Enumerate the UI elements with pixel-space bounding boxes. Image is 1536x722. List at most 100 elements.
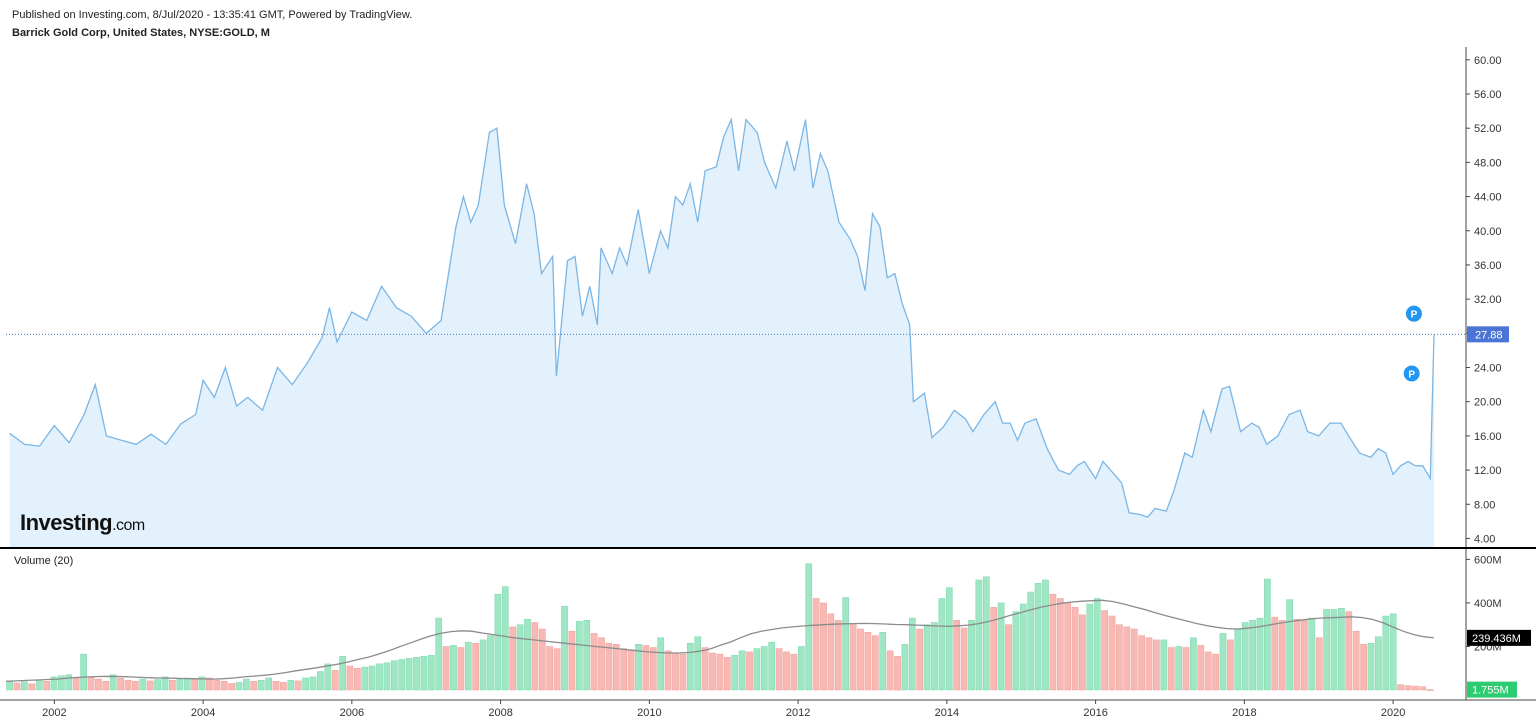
volume-bar: [102, 681, 110, 691]
volume-bar: [605, 642, 613, 691]
volume-bar: [132, 681, 139, 691]
last-volume-tag: [1467, 681, 1517, 698]
volume-bar: [649, 647, 657, 691]
volume-bar: [1256, 617, 1264, 691]
volume-bar: [376, 663, 383, 691]
volume-bar: [1234, 628, 1242, 691]
volume-bar: [1049, 593, 1057, 691]
volume-bar: [1212, 653, 1219, 691]
volume-bar: [686, 642, 694, 691]
volume-bar: [1293, 618, 1301, 691]
volume-bar: [635, 644, 642, 691]
volume-bar: [243, 678, 250, 691]
volume-bar: [154, 679, 161, 691]
volume-bar: [280, 682, 287, 691]
volume-bar: [176, 678, 184, 691]
volume-bar: [21, 681, 28, 691]
volume-ma-line: [5, 599, 1435, 682]
x-tick-label: 2006: [340, 707, 364, 719]
volume-bar: [1315, 637, 1323, 691]
volume-bar: [427, 654, 435, 691]
last-volume-label: 1.755M: [1472, 685, 1509, 697]
volume-bar: [790, 653, 798, 691]
volume-bar: [1167, 647, 1175, 691]
volume-bar: [420, 656, 428, 691]
event-marker-2: [1405, 305, 1422, 322]
volume-title: Volume (20): [14, 555, 74, 567]
volume-bar: [1426, 689, 1434, 691]
volume-bar: [1249, 620, 1256, 691]
volume-bar: [183, 677, 191, 691]
volume-bar: [968, 620, 975, 691]
volume-bar: [834, 620, 842, 691]
volume-bar: [879, 632, 887, 691]
volume-bar: [65, 674, 73, 691]
volume-bar: [627, 649, 635, 691]
price-tick-label: 32.00: [1474, 294, 1502, 306]
volume-bar: [1241, 622, 1249, 691]
volume-bar: [257, 679, 265, 691]
volume-bar: [169, 679, 176, 691]
volume-bar: [871, 635, 879, 691]
volume-ma-label: 239.436M: [1472, 633, 1521, 645]
volume-bar: [1160, 639, 1168, 691]
volume-bar: [6, 681, 13, 691]
volume-bar: [302, 677, 309, 691]
volume-bar: [783, 651, 790, 691]
volume-bar: [1338, 608, 1345, 691]
volume-bar: [997, 602, 1005, 691]
volume-bar: [679, 653, 687, 691]
volume-bar: [413, 657, 420, 691]
volume-bar: [516, 624, 524, 691]
volume-bar: [1153, 639, 1160, 691]
volume-bar: [709, 652, 716, 691]
volume-bar: [1056, 598, 1064, 691]
volume-bar: [1071, 607, 1079, 691]
x-tick-label: 2002: [42, 707, 66, 719]
volume-tick-label: 400M: [1474, 598, 1502, 610]
volume-bar: [1093, 598, 1101, 691]
volume-bar: [13, 682, 21, 691]
volume-bar: [1145, 637, 1153, 691]
volume-bar: [731, 654, 739, 691]
volume-bar: [331, 670, 339, 691]
volume-bar: [598, 637, 605, 691]
volume-bar: [1404, 685, 1412, 691]
volume-bar: [450, 645, 457, 691]
volume-bar: [309, 676, 317, 691]
volume-bar: [849, 624, 857, 691]
volume-bar: [1005, 624, 1012, 691]
volume-bar: [28, 683, 36, 691]
volume-bar: [1034, 583, 1042, 691]
volume-bar: [1397, 684, 1404, 691]
volume-bar: [294, 680, 302, 691]
volume-bar: [405, 658, 413, 691]
volume-bar: [1042, 579, 1049, 691]
volume-bar: [117, 677, 124, 691]
volume-bar: [723, 657, 731, 691]
volume-bar: [501, 586, 509, 691]
volume-bar: [35, 679, 43, 691]
volume-bar: [797, 646, 805, 691]
volume-bar: [213, 679, 221, 691]
volume-bar: [1278, 620, 1286, 691]
volume-bar: [982, 576, 990, 691]
volume-bar: [1116, 624, 1123, 691]
price-pane: 4.008.0012.0016.0020.0024.0028.0032.0036…: [0, 47, 1536, 700]
price-tick-label: 52.00: [1474, 123, 1502, 135]
volume-bar: [1367, 642, 1375, 691]
volume-bar: [1412, 685, 1419, 691]
volume-bar: [1079, 614, 1086, 691]
volume-bar: [1086, 603, 1094, 691]
volume-bar: [1108, 615, 1116, 691]
volume-bar: [1360, 644, 1367, 691]
volume-bar: [272, 681, 280, 691]
volume-ma-tag: [1467, 629, 1531, 646]
volume-bar: [908, 617, 916, 691]
volume-bar: [901, 644, 909, 691]
symbol-title: Barrick Gold Corp, United States, NYSE:G…: [12, 27, 270, 39]
volume-bar: [1190, 637, 1197, 691]
last-price-tag: [1467, 326, 1509, 343]
volume-bar: [894, 656, 901, 691]
volume-bar: [953, 620, 961, 691]
